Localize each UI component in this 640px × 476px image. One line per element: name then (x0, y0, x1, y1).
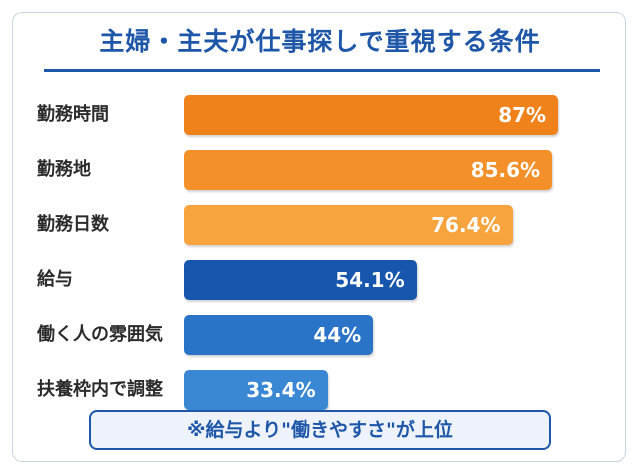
note-box: ※給与より"働きやすさ"が上位 (89, 410, 551, 450)
bar: 44% (184, 315, 374, 355)
category-label: 給与 (37, 269, 73, 290)
bar: 85.6% (184, 150, 553, 190)
bar: 33.4% (184, 370, 328, 410)
bar-value-label: 54.1% (335, 268, 405, 292)
bar: 54.1% (184, 260, 417, 300)
bar-value-label: 85.6% (470, 158, 541, 182)
category-label: 働く人の雰囲気 (37, 324, 163, 345)
category-label: 扶養枠内で調整 (37, 379, 163, 400)
title-underline (44, 69, 600, 72)
bar-value-label: 33.4% (246, 378, 316, 402)
chart-title: 主婦・主夫が仕事探しで重視する条件 (99, 27, 541, 56)
bar-value-label: 76.4% (431, 213, 501, 237)
bar: 87% (184, 95, 559, 135)
bar-value-label: 44% (313, 323, 362, 347)
category-label: 勤務日数 (37, 214, 109, 235)
bar: 76.4% (184, 205, 513, 245)
category-label: 勤務時間 (37, 104, 109, 125)
category-label: 勤務地 (37, 159, 91, 180)
bar-value-label: 87% (498, 103, 547, 127)
